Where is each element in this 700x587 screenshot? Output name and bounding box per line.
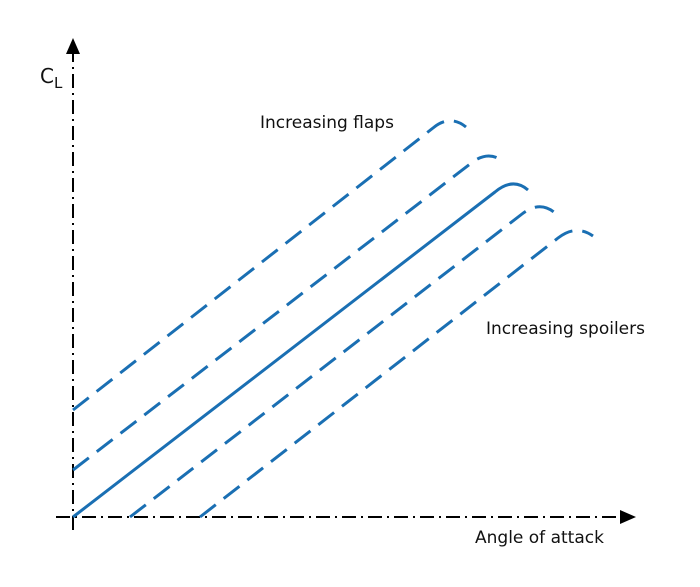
flaps-curve-2 <box>72 119 467 412</box>
flaps-label: Increasing flaps <box>260 113 394 133</box>
curves <box>72 119 594 519</box>
spoilers-curve-2 <box>199 229 594 519</box>
x-axis-arrowhead <box>620 510 636 524</box>
y-axis-label-subscript: L <box>54 74 63 92</box>
y-axis-label: CL <box>40 64 63 92</box>
spoilers-label: Increasing spoilers <box>486 319 645 339</box>
spoilers-curve-1 <box>129 205 556 519</box>
baseline-curve <box>72 182 529 519</box>
y-axis-arrowhead <box>66 38 80 54</box>
x-axis-label: Angle of attack <box>475 528 604 548</box>
labels: CL Increasing flaps Increasing spoilers … <box>40 64 645 548</box>
flaps-curve-1 <box>72 154 505 472</box>
axes <box>56 38 636 530</box>
